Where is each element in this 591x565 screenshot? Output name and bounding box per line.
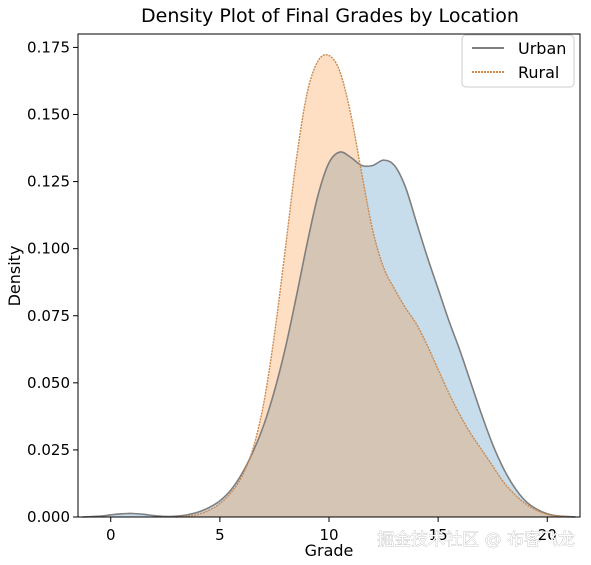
y-tick-label: 0.075 <box>27 307 70 325</box>
y-axis-label: Density <box>5 246 24 307</box>
chart-title: Density Plot of Final Grades by Location <box>141 5 519 27</box>
y-axis-ticks: 0.000 0.025 0.050 0.075 0.100 0.125 0.150 0.175 <box>27 38 78 526</box>
x-tick-label: 0 <box>106 526 116 544</box>
x-axis-ticks: 0 5 10 15 20 <box>106 517 557 544</box>
density-fill-urban <box>82 151 576 518</box>
legend-label-urban: Urban <box>518 39 566 58</box>
legend-label-rural: Rural <box>518 63 559 82</box>
x-axis-label: Grade <box>305 541 354 560</box>
y-tick-label: 0.100 <box>27 240 70 258</box>
y-tick-label: 0.000 <box>27 508 70 526</box>
watermark-text: 掘金技术社区 @ 布客飞龙 <box>377 530 575 550</box>
x-tick-label: 10 <box>319 526 338 544</box>
density-line-urban <box>82 151 576 518</box>
y-tick-label: 0.150 <box>27 106 70 124</box>
density-fills <box>82 54 576 518</box>
x-tick-label: 5 <box>215 526 225 544</box>
y-tick-label: 0.125 <box>27 173 70 191</box>
density-fill-rural <box>176 54 570 518</box>
y-tick-label: 0.175 <box>27 38 70 56</box>
density-lines <box>82 53 576 518</box>
y-tick-label: 0.025 <box>27 441 70 459</box>
density-line-rural <box>176 53 570 518</box>
y-tick-label: 0.050 <box>27 374 70 392</box>
legend: Urban Rural <box>461 34 575 88</box>
x-tick-label: 15 <box>429 526 448 544</box>
x-tick-label: 20 <box>538 526 557 544</box>
